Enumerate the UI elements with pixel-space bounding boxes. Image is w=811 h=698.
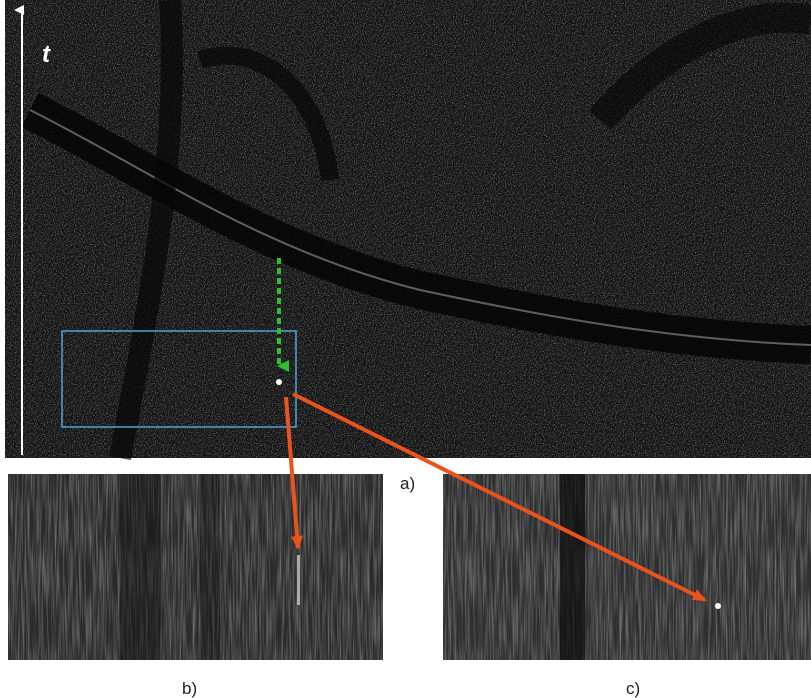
panel-label: b)	[182, 679, 197, 698]
panel-c-image	[443, 474, 811, 660]
axis-label: t	[42, 41, 51, 68]
panel-a-image	[5, 0, 811, 458]
panel-b-image	[8, 474, 383, 660]
panel-label: a)	[400, 474, 415, 493]
figure: t a) b) c)	[0, 0, 811, 698]
panel-label: c)	[626, 679, 640, 698]
